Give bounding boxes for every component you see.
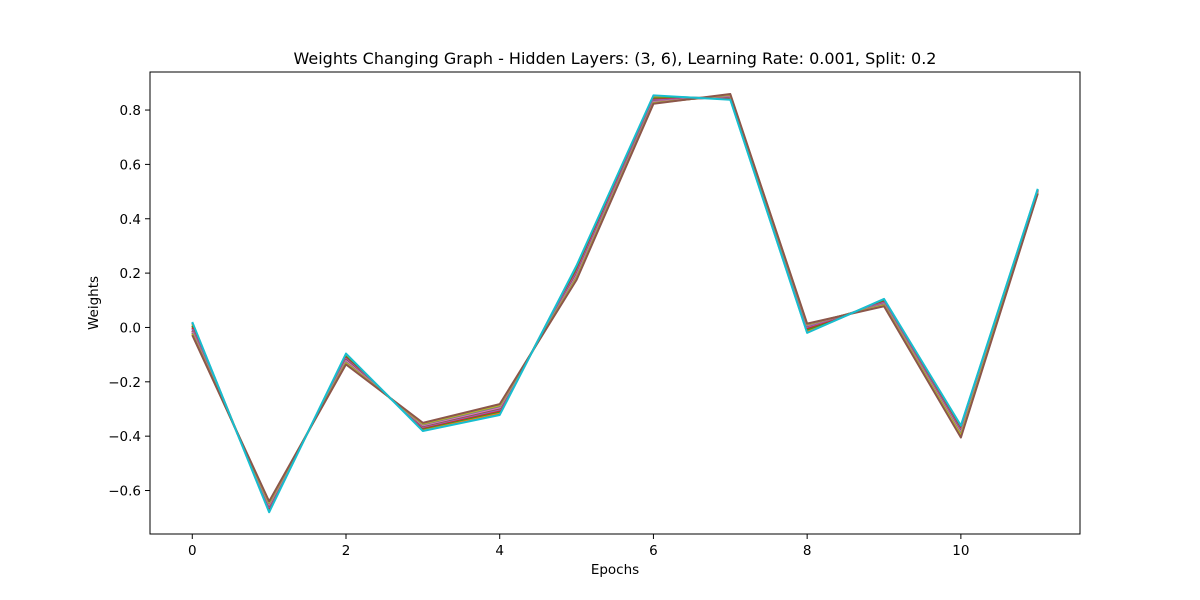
series-line-10 <box>191 93 1039 503</box>
y-tick-label: −0.6 <box>108 484 141 500</box>
plot-frame <box>149 71 1081 535</box>
y-tick-label: 0.4 <box>120 212 141 228</box>
x-axis: 0 2 4 6 8 10 <box>188 534 969 559</box>
x-tick-label: 2 <box>342 543 351 559</box>
x-tick-label: 8 <box>803 543 812 559</box>
y-tick-label: −0.4 <box>108 429 141 445</box>
x-tick-label: 4 <box>495 543 504 559</box>
y-tick-label: 0.0 <box>120 320 141 336</box>
y-tick-label: −0.2 <box>108 375 141 391</box>
y-axis-label: Weights <box>86 276 102 330</box>
x-tick-label: 6 <box>649 543 658 559</box>
series-layer <box>191 93 1039 514</box>
y-tick-label: 0.6 <box>120 157 141 173</box>
y-axis: −0.6 −0.4 −0.2 0.0 0.2 0.4 0.6 0.8 <box>108 103 150 500</box>
x-tick-label: 10 <box>952 543 969 559</box>
y-tick-label: 0.8 <box>120 103 141 119</box>
x-axis-label: Epochs <box>591 562 639 578</box>
y-tick-label: 0.2 <box>120 266 141 282</box>
x-tick-label: 0 <box>188 543 197 559</box>
series-line-11 <box>191 94 1039 514</box>
chart-title: Weights Changing Graph - Hidden Layers: … <box>294 49 937 68</box>
